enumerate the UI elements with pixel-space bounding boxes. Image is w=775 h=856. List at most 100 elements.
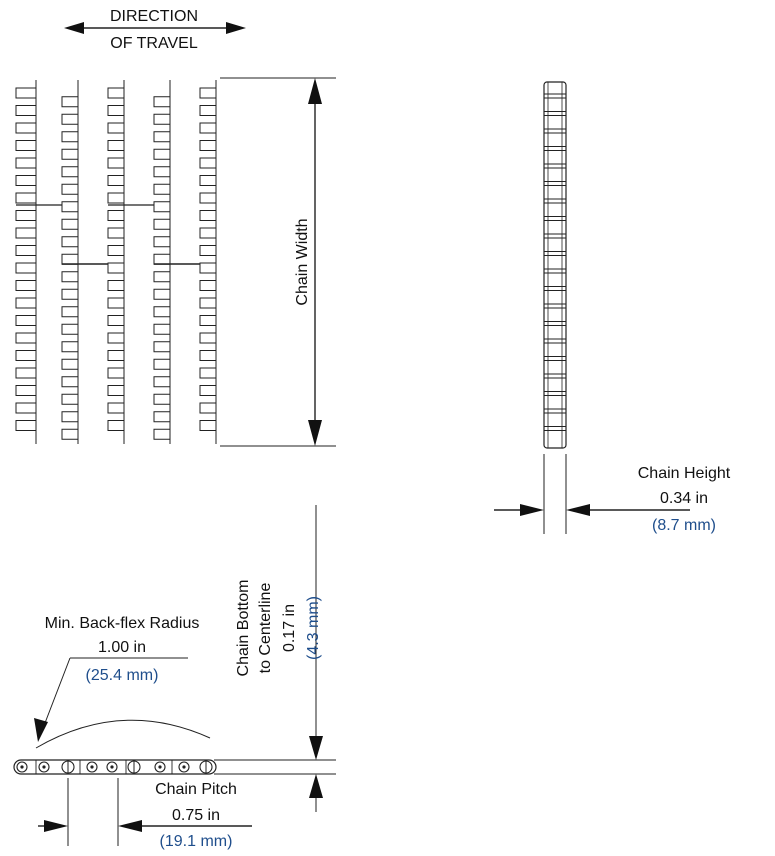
chain-tooth <box>153 271 171 283</box>
chain-tooth <box>153 323 171 335</box>
chain-tooth <box>61 236 79 248</box>
chain-pitch-label: Chain Pitch <box>155 781 237 798</box>
chain-pitch-value-mm: (19.1 mm) <box>160 833 233 850</box>
chain-tooth <box>61 428 79 440</box>
chain-tooth <box>153 411 171 423</box>
chain-tooth <box>15 140 37 151</box>
chain-tooth <box>199 420 217 431</box>
chain-tooth <box>107 402 125 414</box>
chain-tooth <box>107 227 125 239</box>
backflex-radius-callout: Min. Back-flex Radius 1.00 in (25.4 mm) <box>34 615 211 749</box>
chain-tooth <box>61 201 79 213</box>
chain-tooth <box>107 210 125 221</box>
chain-tooth <box>107 315 125 326</box>
centerline-arrow-up-icon <box>309 774 323 798</box>
chain-tooth <box>15 105 37 116</box>
chain-tooth <box>107 105 125 116</box>
chain-tooth <box>15 262 37 274</box>
chain-tooth <box>153 218 171 230</box>
chain-tooth <box>199 280 217 291</box>
side-view-outline <box>543 81 567 449</box>
centerline-arrow-down-icon <box>309 736 323 760</box>
chain-tooth <box>15 332 37 344</box>
chain-tooth <box>15 175 37 186</box>
chain-tooth <box>107 280 125 291</box>
chain-tooth <box>61 218 79 230</box>
chain-tooth <box>199 315 217 326</box>
centerline-label-line1: Chain Bottom <box>235 580 252 677</box>
chain-tooth <box>107 297 125 309</box>
chain-tooth <box>15 420 37 431</box>
chain-tooth <box>153 288 171 300</box>
chain-tooth <box>61 166 79 178</box>
chain-tooth <box>153 393 171 405</box>
chain-width-dimension: Chain Width <box>220 77 336 447</box>
pitch-arrow-right-icon <box>118 820 142 832</box>
centerline-label-line2: to Centerline <box>257 583 274 674</box>
chain-tooth <box>153 131 171 143</box>
chain-tooth <box>15 350 37 361</box>
chain-tooth <box>61 271 79 283</box>
backflex-value-mm: (25.4 mm) <box>86 667 159 684</box>
chain-tooth <box>199 297 217 309</box>
chain-tooth <box>15 280 37 291</box>
chain-tooth <box>199 157 217 169</box>
chain-tooth <box>199 210 217 221</box>
chain-tooth <box>15 122 37 134</box>
profile-pin-center <box>110 765 114 769</box>
width-arrow-top-icon <box>308 78 322 104</box>
direction-label-line1: DIRECTION <box>110 8 198 25</box>
chain-tooth <box>61 288 79 300</box>
chain-tooth <box>199 245 217 256</box>
profile-pin-center <box>90 765 94 769</box>
chain-tooth <box>15 192 37 204</box>
chain-tooth <box>107 385 125 396</box>
backflex-value-in: 1.00 in <box>98 639 146 656</box>
centerline-value-mm: (4.3 mm) <box>305 596 322 660</box>
chain-tooth <box>107 122 125 134</box>
chain-tooth <box>15 297 37 309</box>
direction-arrow-left-icon <box>64 22 84 34</box>
chain-height-value-mm: (8.7 mm) <box>652 517 716 534</box>
chain-tooth <box>15 87 37 99</box>
chain-tooth <box>153 113 171 125</box>
chain-tooth <box>61 411 79 423</box>
chain-tooth <box>199 140 217 151</box>
chain-tooth <box>153 253 171 265</box>
chain-tooth <box>199 105 217 116</box>
direction-arrow-right-icon <box>226 22 246 34</box>
chain-tooth <box>199 227 217 239</box>
chain-tooth <box>107 262 125 274</box>
chain-tooth <box>61 253 79 265</box>
chain-tooth <box>107 140 125 151</box>
chain-tooth <box>61 131 79 143</box>
chain-tooth <box>15 157 37 169</box>
height-arrow-right-icon <box>566 504 590 516</box>
chain-tooth <box>199 350 217 361</box>
chain-tooth <box>61 96 79 108</box>
chain-tooth <box>199 122 217 134</box>
chain-tooth <box>15 385 37 396</box>
chain-tooth <box>199 192 217 204</box>
profile-pin-center <box>182 765 186 769</box>
chain-width-label: Chain Width <box>294 218 311 305</box>
chain-tooth <box>199 332 217 344</box>
direction-of-travel: DIRECTION OF TRAVEL <box>64 8 246 52</box>
chain-height-dimension: Chain Height 0.34 in (8.7 mm) <box>494 454 731 534</box>
centerline-value-in: 0.17 in <box>281 604 298 652</box>
chain-tooth <box>15 402 37 414</box>
chain-tooth <box>61 376 79 388</box>
chain-tooth <box>199 367 217 379</box>
chain-tooth <box>153 358 171 370</box>
width-arrow-bottom-icon <box>308 420 322 446</box>
chain-tooth <box>61 358 79 370</box>
chain-tooth <box>15 245 37 256</box>
chain-tooth <box>153 183 171 195</box>
chain-tooth <box>199 385 217 396</box>
chain-tooth <box>61 341 79 353</box>
chain-tooth <box>153 148 171 160</box>
chain-tooth <box>107 87 125 99</box>
profile-pin-center <box>20 765 24 769</box>
chain-tooth <box>107 157 125 169</box>
chain-tooth <box>199 262 217 274</box>
